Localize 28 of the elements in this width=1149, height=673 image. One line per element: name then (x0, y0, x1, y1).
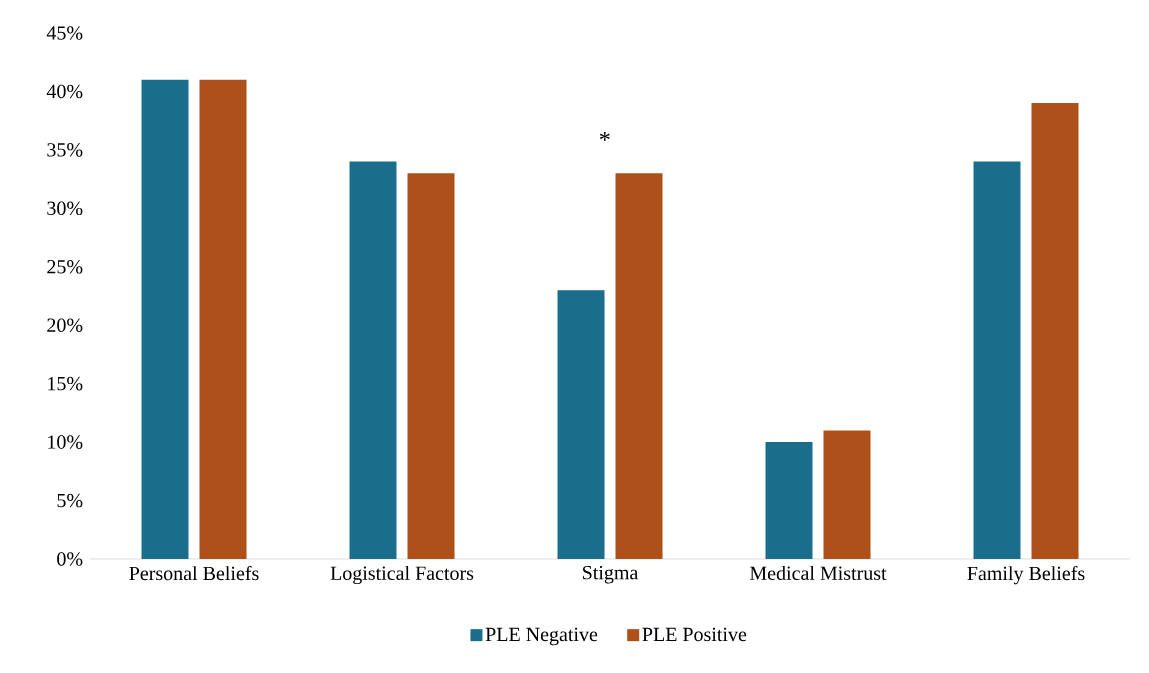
bar (349, 161, 397, 559)
y-tick-label: 5% (57, 493, 83, 508)
x-tick-label: Medical Mistrust (749, 565, 887, 580)
bar (823, 430, 871, 559)
y-tick-label: 20% (47, 318, 83, 332)
y-tick-label: 30% (47, 201, 83, 216)
bar (973, 161, 1021, 559)
bar (407, 173, 455, 559)
y-tick-label: 25% (47, 259, 83, 274)
bar (765, 442, 813, 559)
bar (141, 79, 189, 559)
y-tick-label: 40% (46, 84, 83, 99)
bar (615, 173, 663, 559)
x-tick-label: Logistical Factors (330, 565, 474, 585)
y-tick-label: 45% (46, 26, 83, 40)
bar (557, 290, 605, 559)
legend-label: PLE Negative (485, 627, 598, 646)
y-tick-label: 15% (48, 376, 83, 391)
y-tick-label: 10% (48, 435, 83, 449)
y-tick-label: 0% (57, 552, 83, 566)
y-tick-label: 35% (47, 143, 83, 157)
x-tick-label: Personal Beliefs (129, 565, 259, 581)
x-tick-label: Family Beliefs (967, 565, 1085, 585)
x-tick-label: Stigma (583, 565, 639, 584)
annotation: * (599, 131, 610, 141)
legend-label: PLE Positive (642, 627, 747, 642)
bar (199, 79, 247, 559)
bar (1031, 103, 1079, 559)
